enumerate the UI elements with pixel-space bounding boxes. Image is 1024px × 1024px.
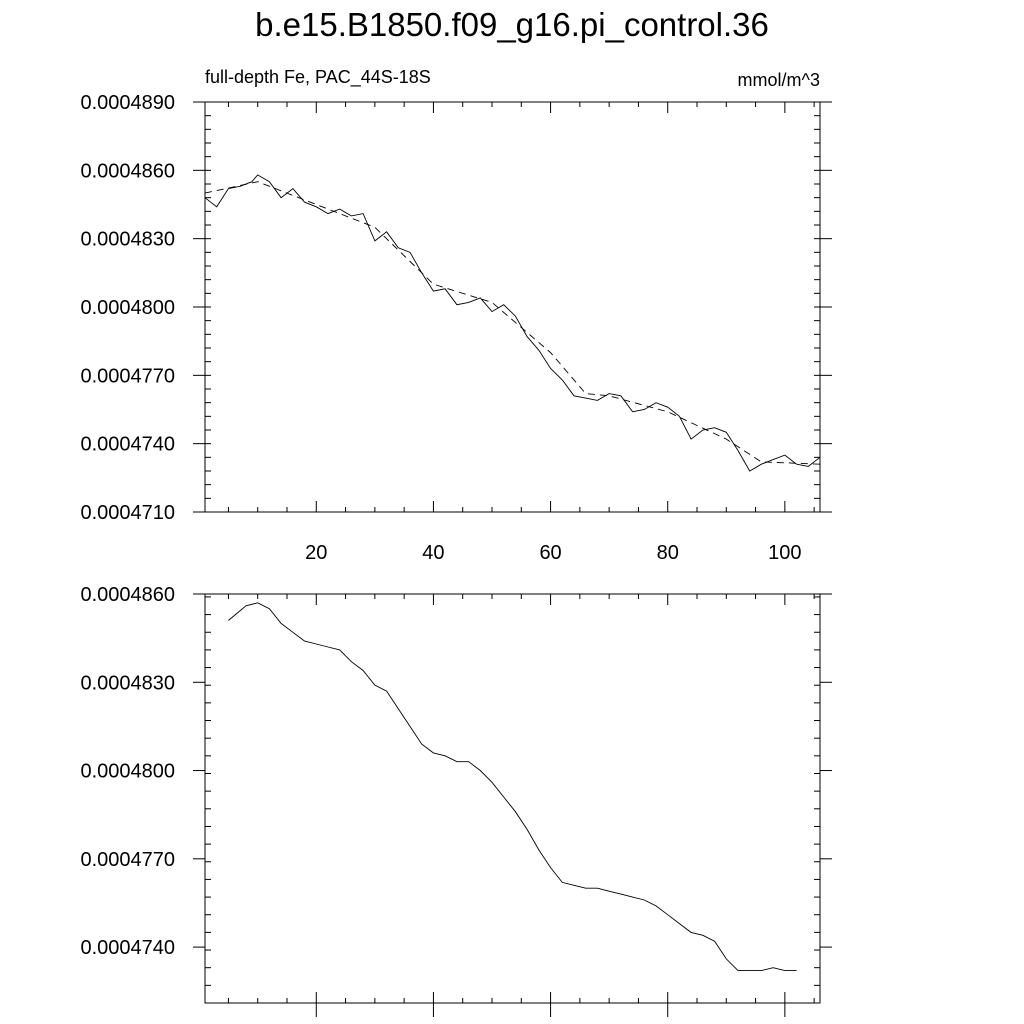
plot-frame bbox=[204, 101, 821, 513]
x-tick-label: 20 bbox=[305, 542, 327, 564]
y-tick-label: 0.0004770 bbox=[80, 849, 175, 871]
y-tick-label: 0.0004740 bbox=[80, 434, 175, 456]
y-tick-label: 0.0004770 bbox=[80, 365, 175, 387]
series-line-smoothed bbox=[204, 181, 821, 465]
x-tick-label: 40 bbox=[422, 542, 444, 564]
y-tick-label: 0.0004830 bbox=[80, 229, 175, 251]
x-tick-label: 100 bbox=[768, 542, 801, 564]
variable-label: full-depth Fe, PAC_44S-18S bbox=[205, 67, 431, 88]
y-tick-label: 0.0004800 bbox=[80, 297, 175, 319]
y-tick-label: 0.0004860 bbox=[80, 584, 175, 606]
panel-top: 20 40 60 80 100 0.0004710 0.0004740 0.0004770 0.… bbox=[80, 67, 832, 564]
x-tick-label: 80 bbox=[657, 542, 679, 564]
panel-bottom: 0.0004740 0.0004770 0.0004800 0.0004830 0.00… bbox=[80, 584, 832, 1017]
y-tick-label: 0.0004860 bbox=[80, 160, 175, 182]
x-tick-label: 60 bbox=[539, 542, 561, 564]
plot-frame bbox=[204, 593, 821, 1004]
y-tick-label: 0.0004800 bbox=[80, 761, 175, 783]
y-tick-label: 0.0004830 bbox=[80, 672, 175, 694]
series-line-annual-mean bbox=[204, 174, 821, 472]
units-label: mmol/m^3 bbox=[738, 70, 820, 90]
y-tick-label: 0.0004890 bbox=[80, 92, 175, 114]
y-tick-label: 0.0004710 bbox=[80, 502, 175, 524]
series-line-running-mean bbox=[228, 602, 797, 972]
chart-title: b.e15.B1850.f09_g16.pi_control.36 bbox=[255, 6, 769, 43]
y-tick-label: 0.0004740 bbox=[80, 937, 175, 959]
